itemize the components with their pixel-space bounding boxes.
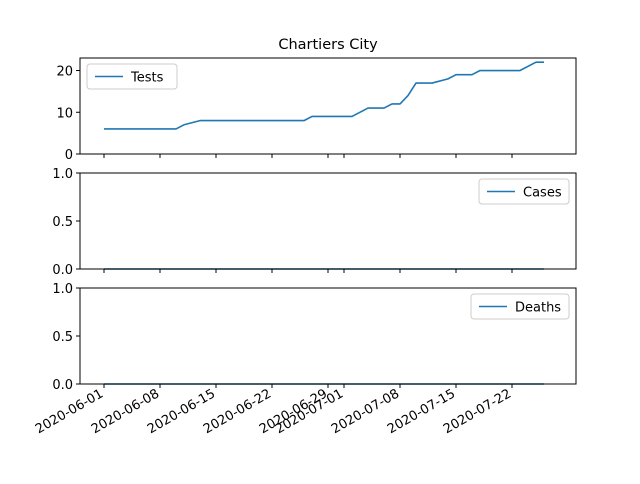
y-tick-label: 0.5 xyxy=(52,330,73,345)
y-tick-label: 0.0 xyxy=(52,263,73,278)
legend-tests: Tests xyxy=(86,63,178,90)
legend-cases: Cases xyxy=(478,178,570,205)
y-tick-label: 0.0 xyxy=(52,378,73,393)
legend-box xyxy=(470,293,570,320)
panel-cases: 0.0 0.5 1.0 Cases xyxy=(52,167,577,278)
legend-label: Cases xyxy=(523,186,562,201)
y-tick-label: 20 xyxy=(56,65,73,80)
y-tick-label: 1.0 xyxy=(52,167,73,182)
y-tick-label: 1.0 xyxy=(52,282,73,297)
series-line-tests xyxy=(104,61,544,130)
legend-label: Tests xyxy=(130,71,164,86)
panel-tests: 0 10 20 Tests xyxy=(56,57,577,163)
legend-box xyxy=(478,178,570,205)
y-tick-label: 0 xyxy=(65,148,73,163)
legend-box xyxy=(86,63,178,90)
y-tick-label: 10 xyxy=(56,106,73,121)
y-tick-label: 0.5 xyxy=(52,215,73,230)
legend-label: Deaths xyxy=(515,301,561,316)
panel-deaths: 0.0 0.5 1.0 Deaths xyxy=(52,282,577,393)
chart-title: Chartiers City xyxy=(278,37,378,53)
legend-deaths: Deaths xyxy=(470,293,570,320)
